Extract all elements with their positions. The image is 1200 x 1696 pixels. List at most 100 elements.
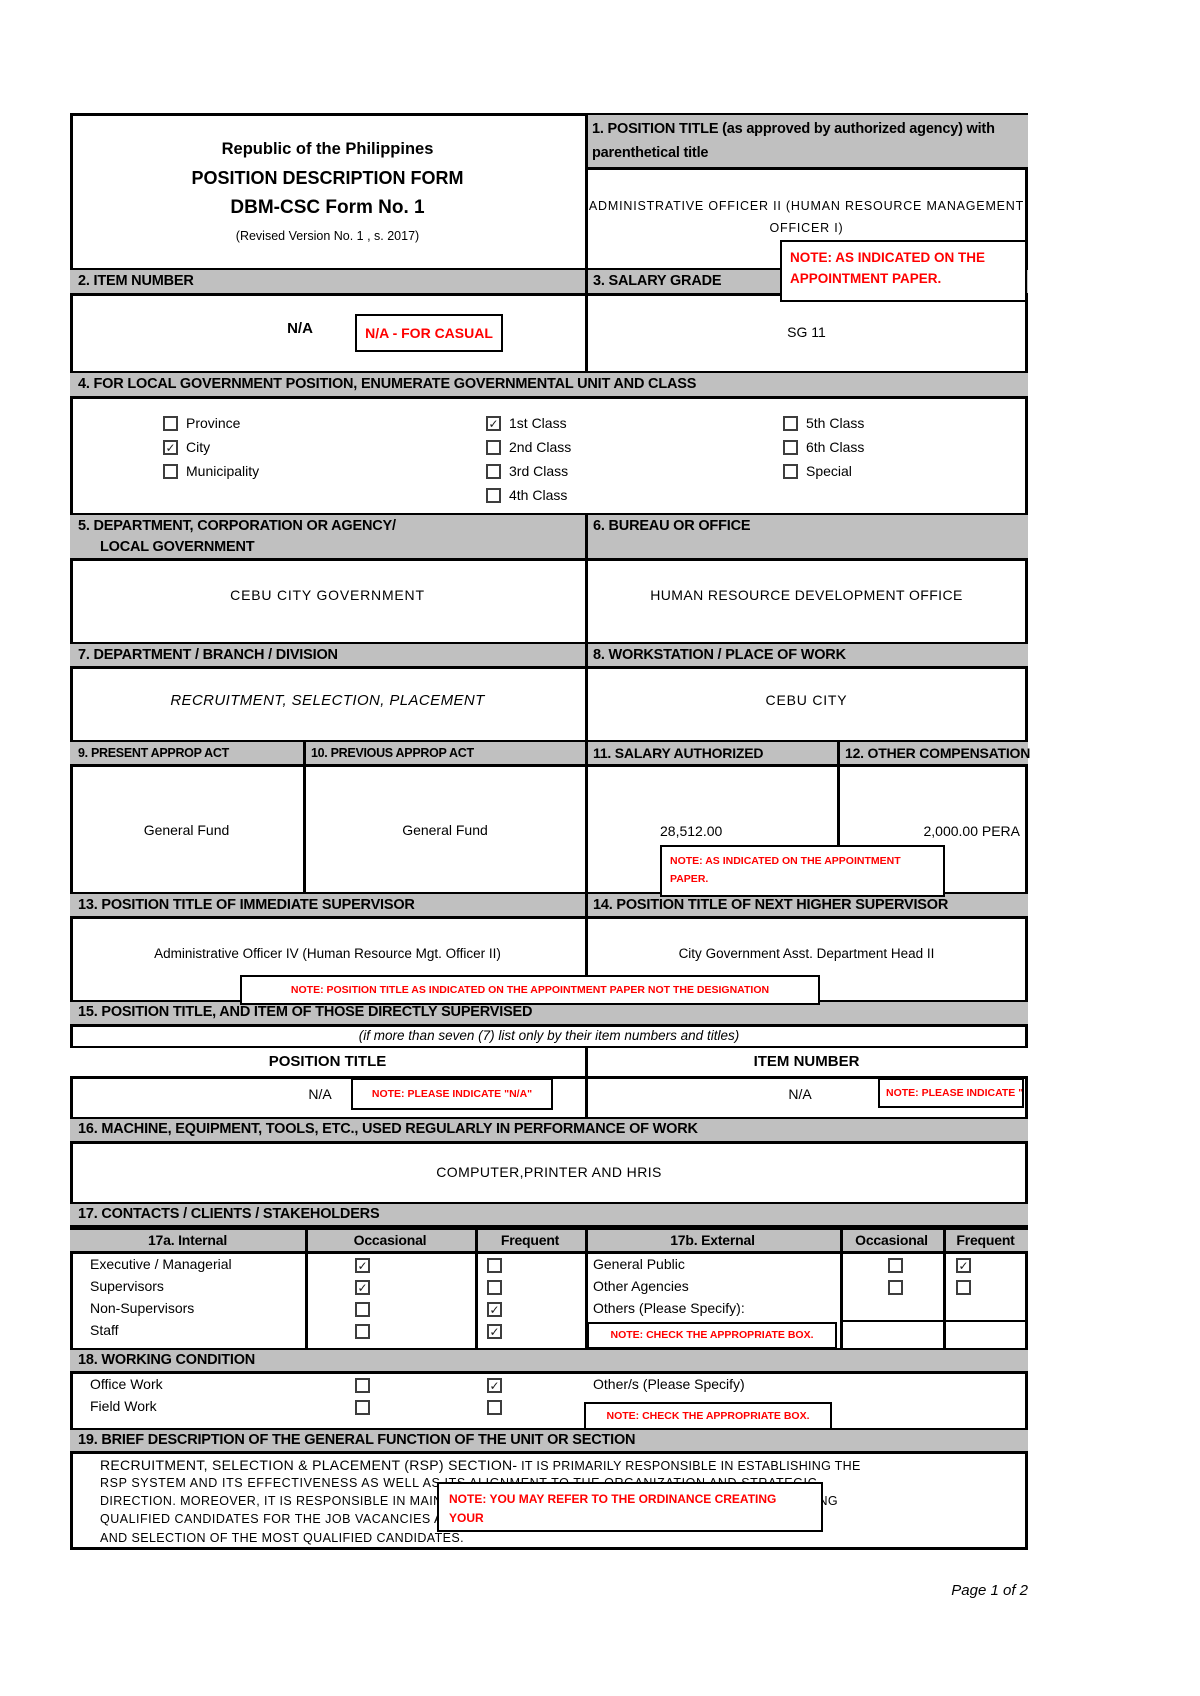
machines-value: COMPUTER,PRINTER AND HRIS: [436, 1164, 662, 1180]
general-function-line5: AND SELECTION OF THE MOST QUALIFIED CAND…: [100, 1531, 464, 1545]
checkbox-2nd-class[interactable]: [486, 440, 501, 455]
checkbox-province[interactable]: [163, 416, 178, 431]
note-na-right: NOTE: PLEASE INDICATE "N/A": [878, 1078, 1024, 1108]
item-number-value: N/A: [287, 320, 313, 337]
section1-value-line2: OFFICER I): [769, 221, 844, 235]
label-city: City: [186, 439, 211, 455]
section16-header-band: [70, 1117, 1028, 1144]
divider-17-occ1: [305, 1228, 308, 1348]
section12-label: 12. OTHER COMPENSATION: [845, 745, 1031, 761]
divider-17-freq2: [943, 1228, 946, 1348]
note-appointment-line1: NOTE: AS INDICATED ON THE: [790, 250, 985, 265]
checkbox-4th-class[interactable]: [486, 488, 501, 503]
label-office-work: Office Work: [90, 1376, 163, 1392]
previous-approp-value: General Fund: [402, 822, 488, 838]
department-agency-value: CEBU CITY GOVERNMENT: [230, 587, 425, 603]
divider-main-top: [585, 113, 588, 371]
checkbox-staff-frequent[interactable]: ✓: [487, 1324, 502, 1339]
section2-label: 2. ITEM NUMBER: [78, 273, 194, 289]
label-general-public: General Public: [593, 1256, 685, 1272]
section7-label: 7. DEPARTMENT / BRANCH / DIVISION: [78, 647, 338, 663]
page-number: Page 1 of 2: [951, 1582, 1028, 1599]
label-special: Special: [806, 463, 852, 479]
checkbox-other-agencies-occasional[interactable]: [888, 1280, 903, 1295]
label-municipality: Municipality: [186, 463, 260, 479]
checkbox-supervisors-occasional[interactable]: ✓: [355, 1280, 370, 1295]
general-function-line1: RECRUITMENT, SELECTION & PLACEMENT (RSP)…: [100, 1457, 1010, 1474]
position-title-column-header: POSITION TITLE: [268, 1053, 387, 1070]
section18-header-band: [70, 1348, 1028, 1374]
section6-label: 6. BUREAU OR OFFICE: [593, 518, 751, 534]
checkbox-other-agencies-frequent[interactable]: [956, 1280, 971, 1295]
section14-label: 14. POSITION TITLE OF NEXT HIGHER SUPERV…: [593, 897, 949, 913]
section15-column-header-band: [70, 1046, 1028, 1079]
note-na-left: NOTE: PLEASE INDICATE "N/A": [351, 1078, 553, 1110]
form-number-title: DBM-CSC Form No. 1: [230, 197, 425, 218]
checkbox-special[interactable]: [783, 464, 798, 479]
checkbox-supervisors-frequent[interactable]: [487, 1280, 502, 1295]
checkbox-non-supervisors-occasional[interactable]: [355, 1302, 370, 1317]
item-number-column-header: ITEM NUMBER: [753, 1053, 860, 1070]
checkbox-staff-occasional[interactable]: [355, 1324, 370, 1339]
checkbox-general-public-frequent[interactable]: ✓: [956, 1258, 971, 1273]
note-appointment-paper: NOTE: AS INDICATED ON THE APPOINTMENT PA…: [780, 240, 1027, 302]
present-approp-value: General Fund: [143, 822, 230, 838]
checkbox-1st-class[interactable]: ✓: [486, 416, 501, 431]
checkbox-municipality[interactable]: [163, 464, 178, 479]
section1-header-band: [585, 113, 1028, 170]
note-ordinance-line1: NOTE: YOU MAY REFER TO THE ORDINANCE CRE…: [449, 1492, 777, 1526]
divider-section11-12: [837, 740, 840, 892]
section15-sub-note: (if more than seven (7) list only by the…: [358, 1028, 740, 1043]
divider-section17-center: [585, 1228, 588, 1348]
divider-section9-10: [303, 740, 306, 892]
section19-label: 19. BRIEF DESCRIPTION OF THE GENERAL FUN…: [78, 1432, 636, 1448]
section11-label: 11. SALARY AUTHORIZED: [593, 745, 764, 761]
immediate-supervisor-value: Administrative Officer IV (Human Resourc…: [154, 946, 501, 961]
section4-header-band: [70, 371, 1028, 399]
others-specify-underline: [840, 1320, 1026, 1322]
checkbox-office-work-frequent[interactable]: ✓: [487, 1378, 502, 1393]
section5-6-header-band: [70, 513, 1028, 561]
checkbox-general-public-occasional[interactable]: [888, 1258, 903, 1273]
section5-label-line1: 5. DEPARTMENT, CORPORATION OR AGENCY/: [78, 518, 396, 534]
next-higher-supervisor-value: City Government Asst. Department Head II: [678, 946, 935, 961]
label-1st-class: 1st Class: [509, 415, 567, 431]
checkbox-field-work-occasional[interactable]: [355, 1400, 370, 1415]
note-appointment-line2: APPOINTMENT PAPER.: [790, 270, 942, 286]
divider-17-freq1: [475, 1228, 478, 1348]
checkbox-field-work-frequent[interactable]: [487, 1400, 502, 1415]
checkbox-city[interactable]: ✓: [163, 440, 178, 455]
general-function-lead: RECRUITMENT, SELECTION & PLACEMENT (RSP)…: [100, 1457, 518, 1473]
frequent1-column-header: Frequent: [500, 1232, 560, 1248]
section17-label: 17. CONTACTS / CLIENTS / STAKEHOLDERS: [78, 1206, 380, 1222]
checkbox-office-work-occasional[interactable]: [355, 1378, 370, 1393]
general-function-line1-rest: IT IS PRIMARILY RESPONSIBLE IN ESTABLISH…: [517, 1459, 861, 1473]
label-6th-class: 6th Class: [806, 439, 865, 455]
section5-label-line2: LOCAL GOVERNMENT: [100, 539, 255, 555]
workstation-value: CEBU CITY: [765, 692, 848, 708]
checkbox-3rd-class[interactable]: [486, 464, 501, 479]
checkbox-executive-occasional[interactable]: ✓: [355, 1258, 370, 1273]
section7-8-header-band: [70, 642, 1028, 669]
note-salary-appointment: NOTE: AS INDICATED ON THE APPOINTMENT PA…: [660, 845, 945, 897]
section19-header-band: [70, 1428, 1028, 1454]
label-2nd-class: 2nd Class: [509, 439, 572, 455]
section10-label: 10. PREVIOUS APPROP ACT: [311, 746, 474, 760]
label-staff: Staff: [90, 1322, 119, 1338]
note-supervisor-title: NOTE: POSITION TITLE AS INDICATED ON THE…: [240, 975, 820, 1005]
checkbox-5th-class[interactable]: [783, 416, 798, 431]
checkbox-non-supervisors-frequent[interactable]: ✓: [487, 1302, 502, 1317]
label-non-supervisors: Non-Supervisors: [90, 1300, 195, 1316]
section17-subheader-band: [70, 1228, 1028, 1254]
checkbox-6th-class[interactable]: [783, 440, 798, 455]
checkbox-executive-frequent[interactable]: [487, 1258, 502, 1273]
frequent2-column-header: Frequent: [956, 1232, 1015, 1248]
note-check-box-18: NOTE: CHECK THE APPROPRIATE BOX.: [584, 1402, 832, 1430]
section8-label: 8. WORKSTATION / PLACE OF WORK: [593, 647, 846, 663]
bureau-office-value: HUMAN RESOURCE DEVELOPMENT OFFICE: [650, 587, 963, 603]
division-value: RECRUITMENT, SELECTION, PLACEMENT: [170, 692, 485, 709]
external-column-header: 17b. External: [670, 1232, 755, 1248]
divider-section15: [585, 1046, 588, 1117]
label-executive-managerial: Executive / Managerial: [90, 1256, 232, 1272]
